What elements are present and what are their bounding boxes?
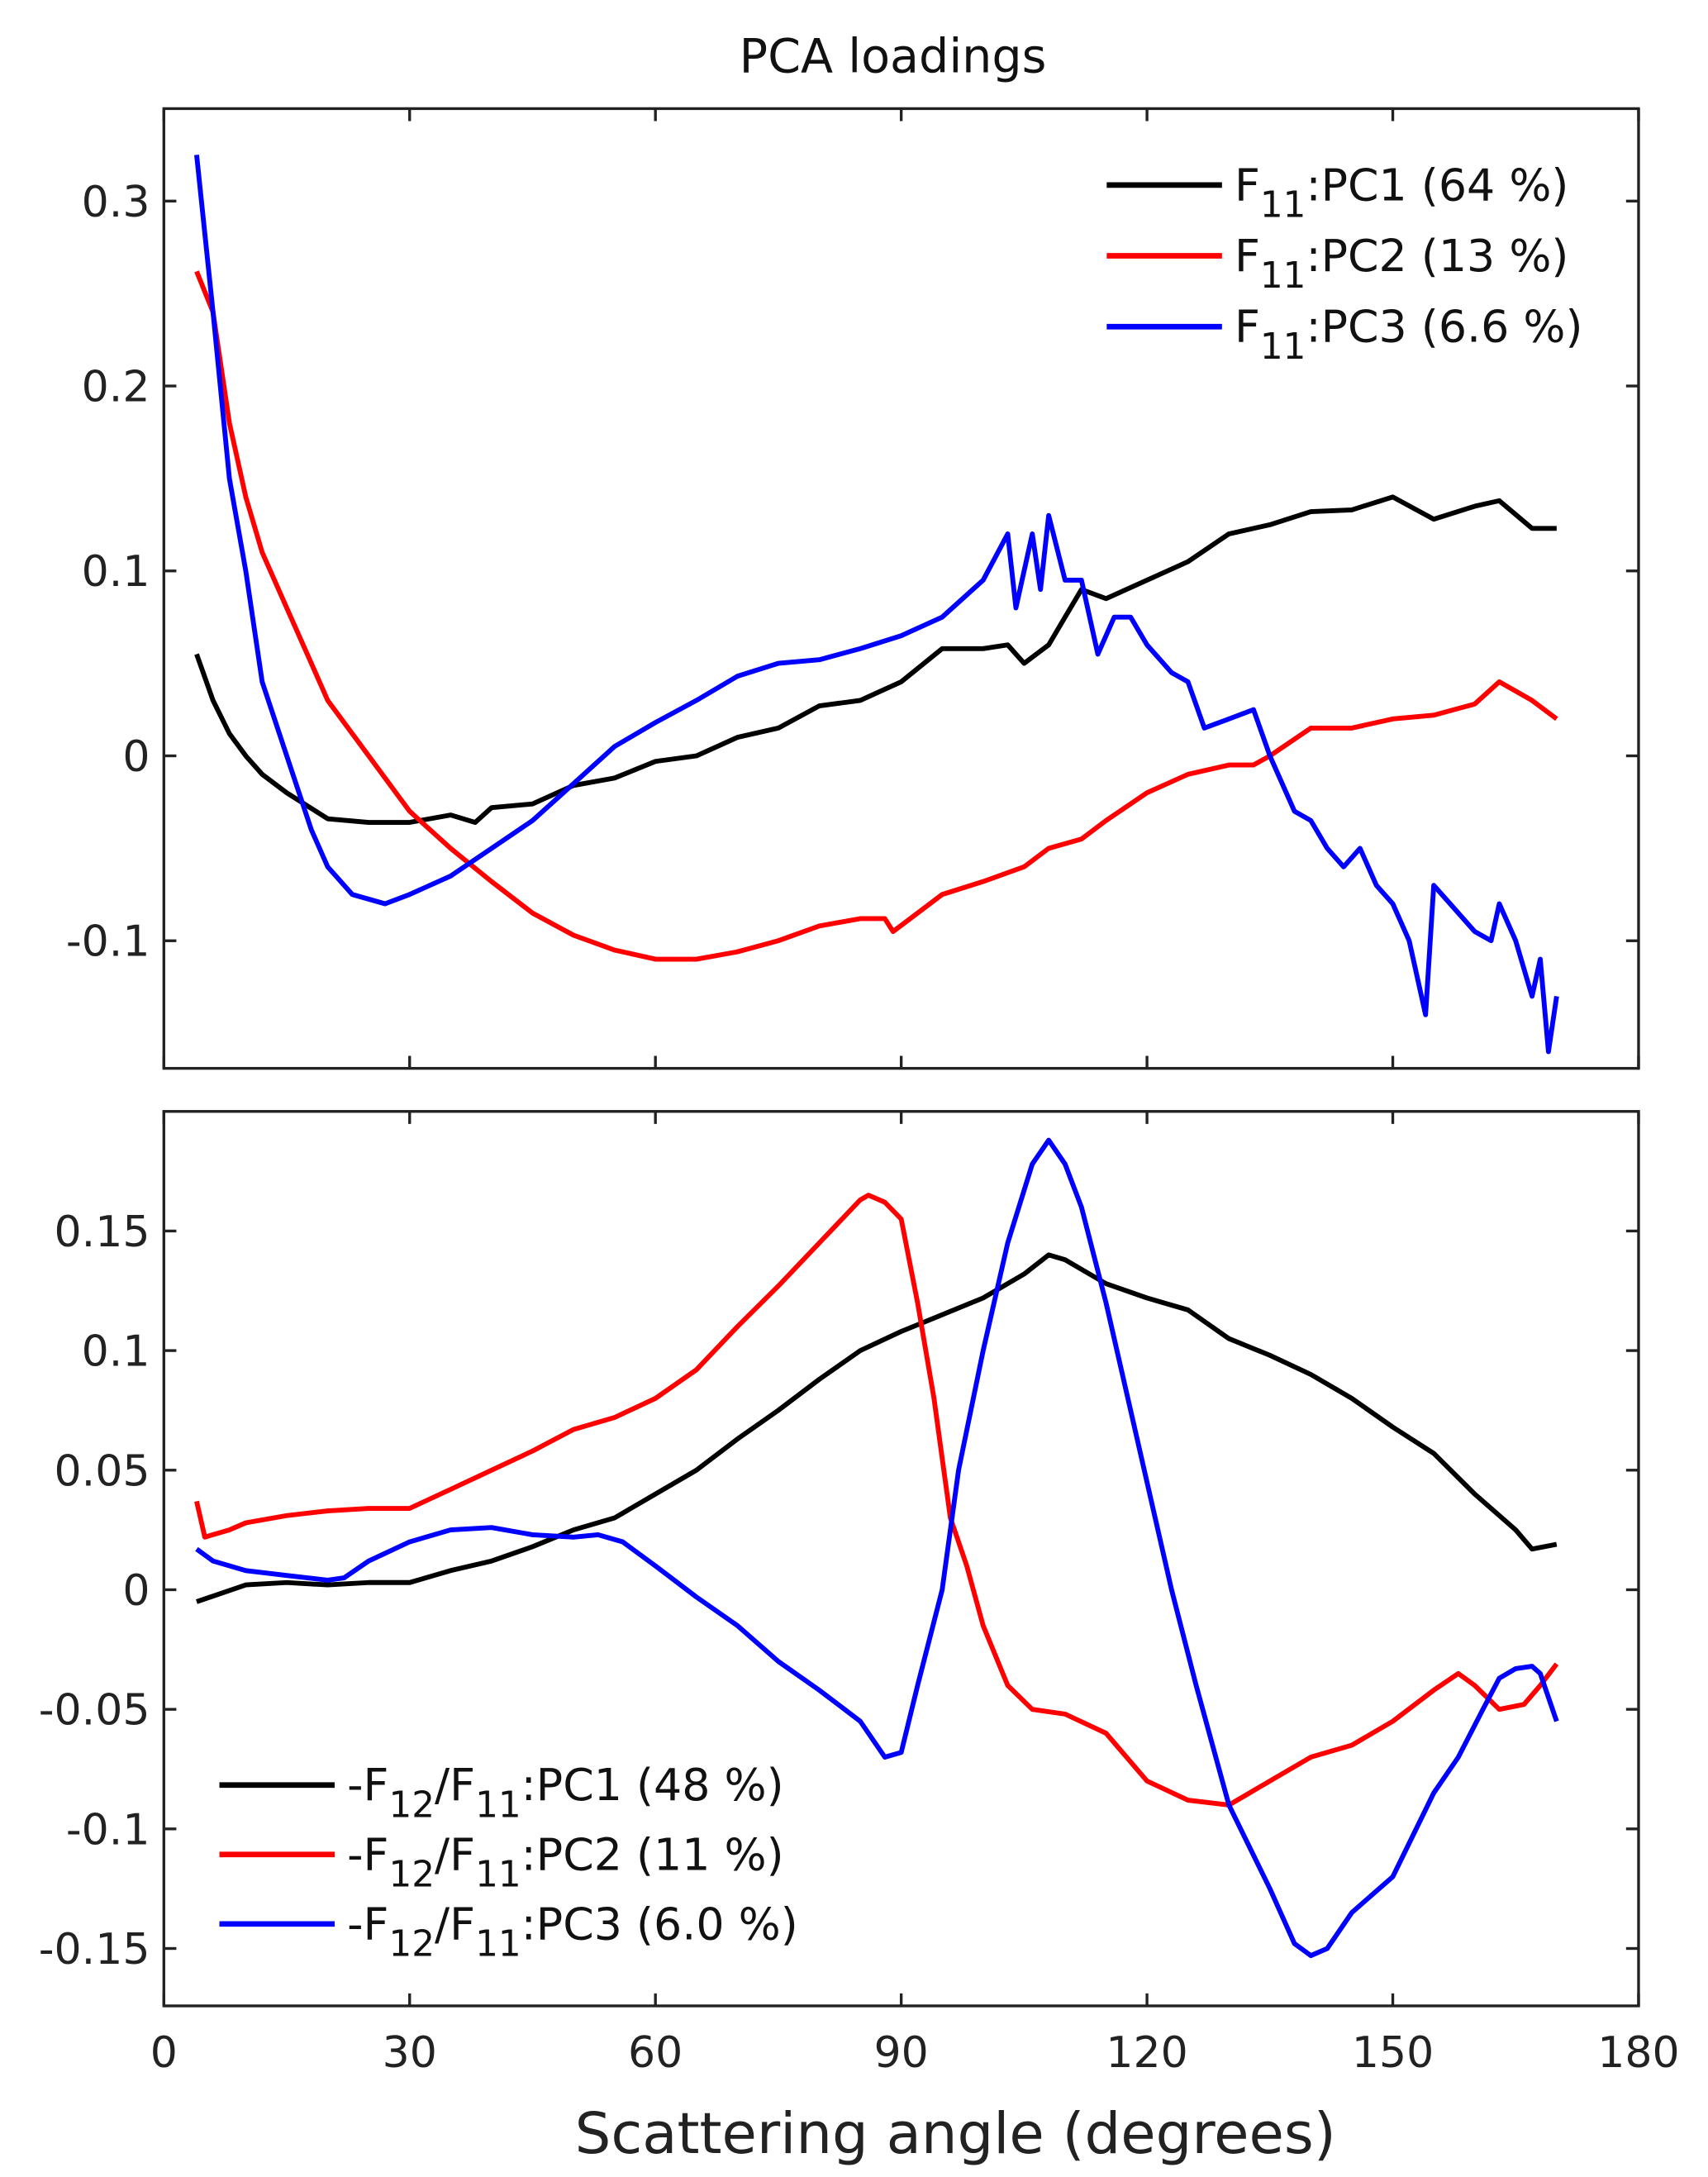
legend-label: F11:PC3 (6.6 %) — [1235, 301, 1583, 368]
y-tick-label: -0.1 — [66, 1805, 150, 1855]
x-axis-label: Scattering angle (degrees) — [575, 2101, 1336, 2167]
panel-1: -0.1 0 0.1 0.2 0.3 F11:PC1 (64 %)F11:PC2 (13 … — [66, 107, 1640, 1070]
y-tick-label: -0.15 — [39, 1925, 150, 1975]
series-line-pc3 — [195, 1137, 1559, 1959]
x-tick-label: 0 — [150, 2028, 178, 2078]
x-tick-label: 30 — [383, 2028, 437, 2078]
x-tick-label: 180 — [1597, 2028, 1679, 2078]
legend-label: F11:PC1 (64 %) — [1235, 159, 1568, 226]
series-line-pc1 — [196, 1252, 1558, 1604]
series-line-pc2 — [194, 1193, 1559, 1808]
legend-label: F11:PC2 (13 %) — [1235, 230, 1568, 297]
series-line-pc2 — [194, 270, 1558, 962]
y-tick-label: -0.05 — [39, 1686, 150, 1736]
x-tick-label: 90 — [873, 2028, 928, 2078]
y-tick-label: 0.2 — [82, 363, 150, 412]
x-tick-label: 60 — [628, 2028, 683, 2078]
series-line-pc1 — [194, 494, 1557, 825]
y-tick-label: 0.1 — [82, 1327, 150, 1377]
x-tick-label: 150 — [1352, 2028, 1434, 2078]
y-tick-label: 0.3 — [82, 178, 150, 227]
y-tick-label: 0 — [122, 1566, 150, 1616]
x-tick-label: 120 — [1106, 2028, 1187, 2078]
series-line-pc3 — [194, 155, 1559, 1055]
y-tick-label: -0.1 — [66, 917, 150, 967]
y-tick-label: 0.1 — [82, 547, 150, 597]
legend-label: -F12/F11:PC2 (11 %) — [347, 1828, 783, 1895]
y-tick-label: 0.05 — [55, 1446, 150, 1496]
legend-label: -F12/F11:PC3 (6.0 %) — [347, 1898, 798, 1965]
y-tick-label: 0.15 — [55, 1208, 150, 1257]
panel-2: 0 30 60 90 120 150 180 -0.15 -0.1 -0.05 0 0.05 0.1 0.… — [39, 1110, 1680, 2078]
chart-title: PCA loadings — [740, 30, 1047, 84]
legend-label: -F12/F11:PC1 (48 %) — [347, 1759, 783, 1826]
y-tick-label: 0 — [122, 732, 150, 782]
